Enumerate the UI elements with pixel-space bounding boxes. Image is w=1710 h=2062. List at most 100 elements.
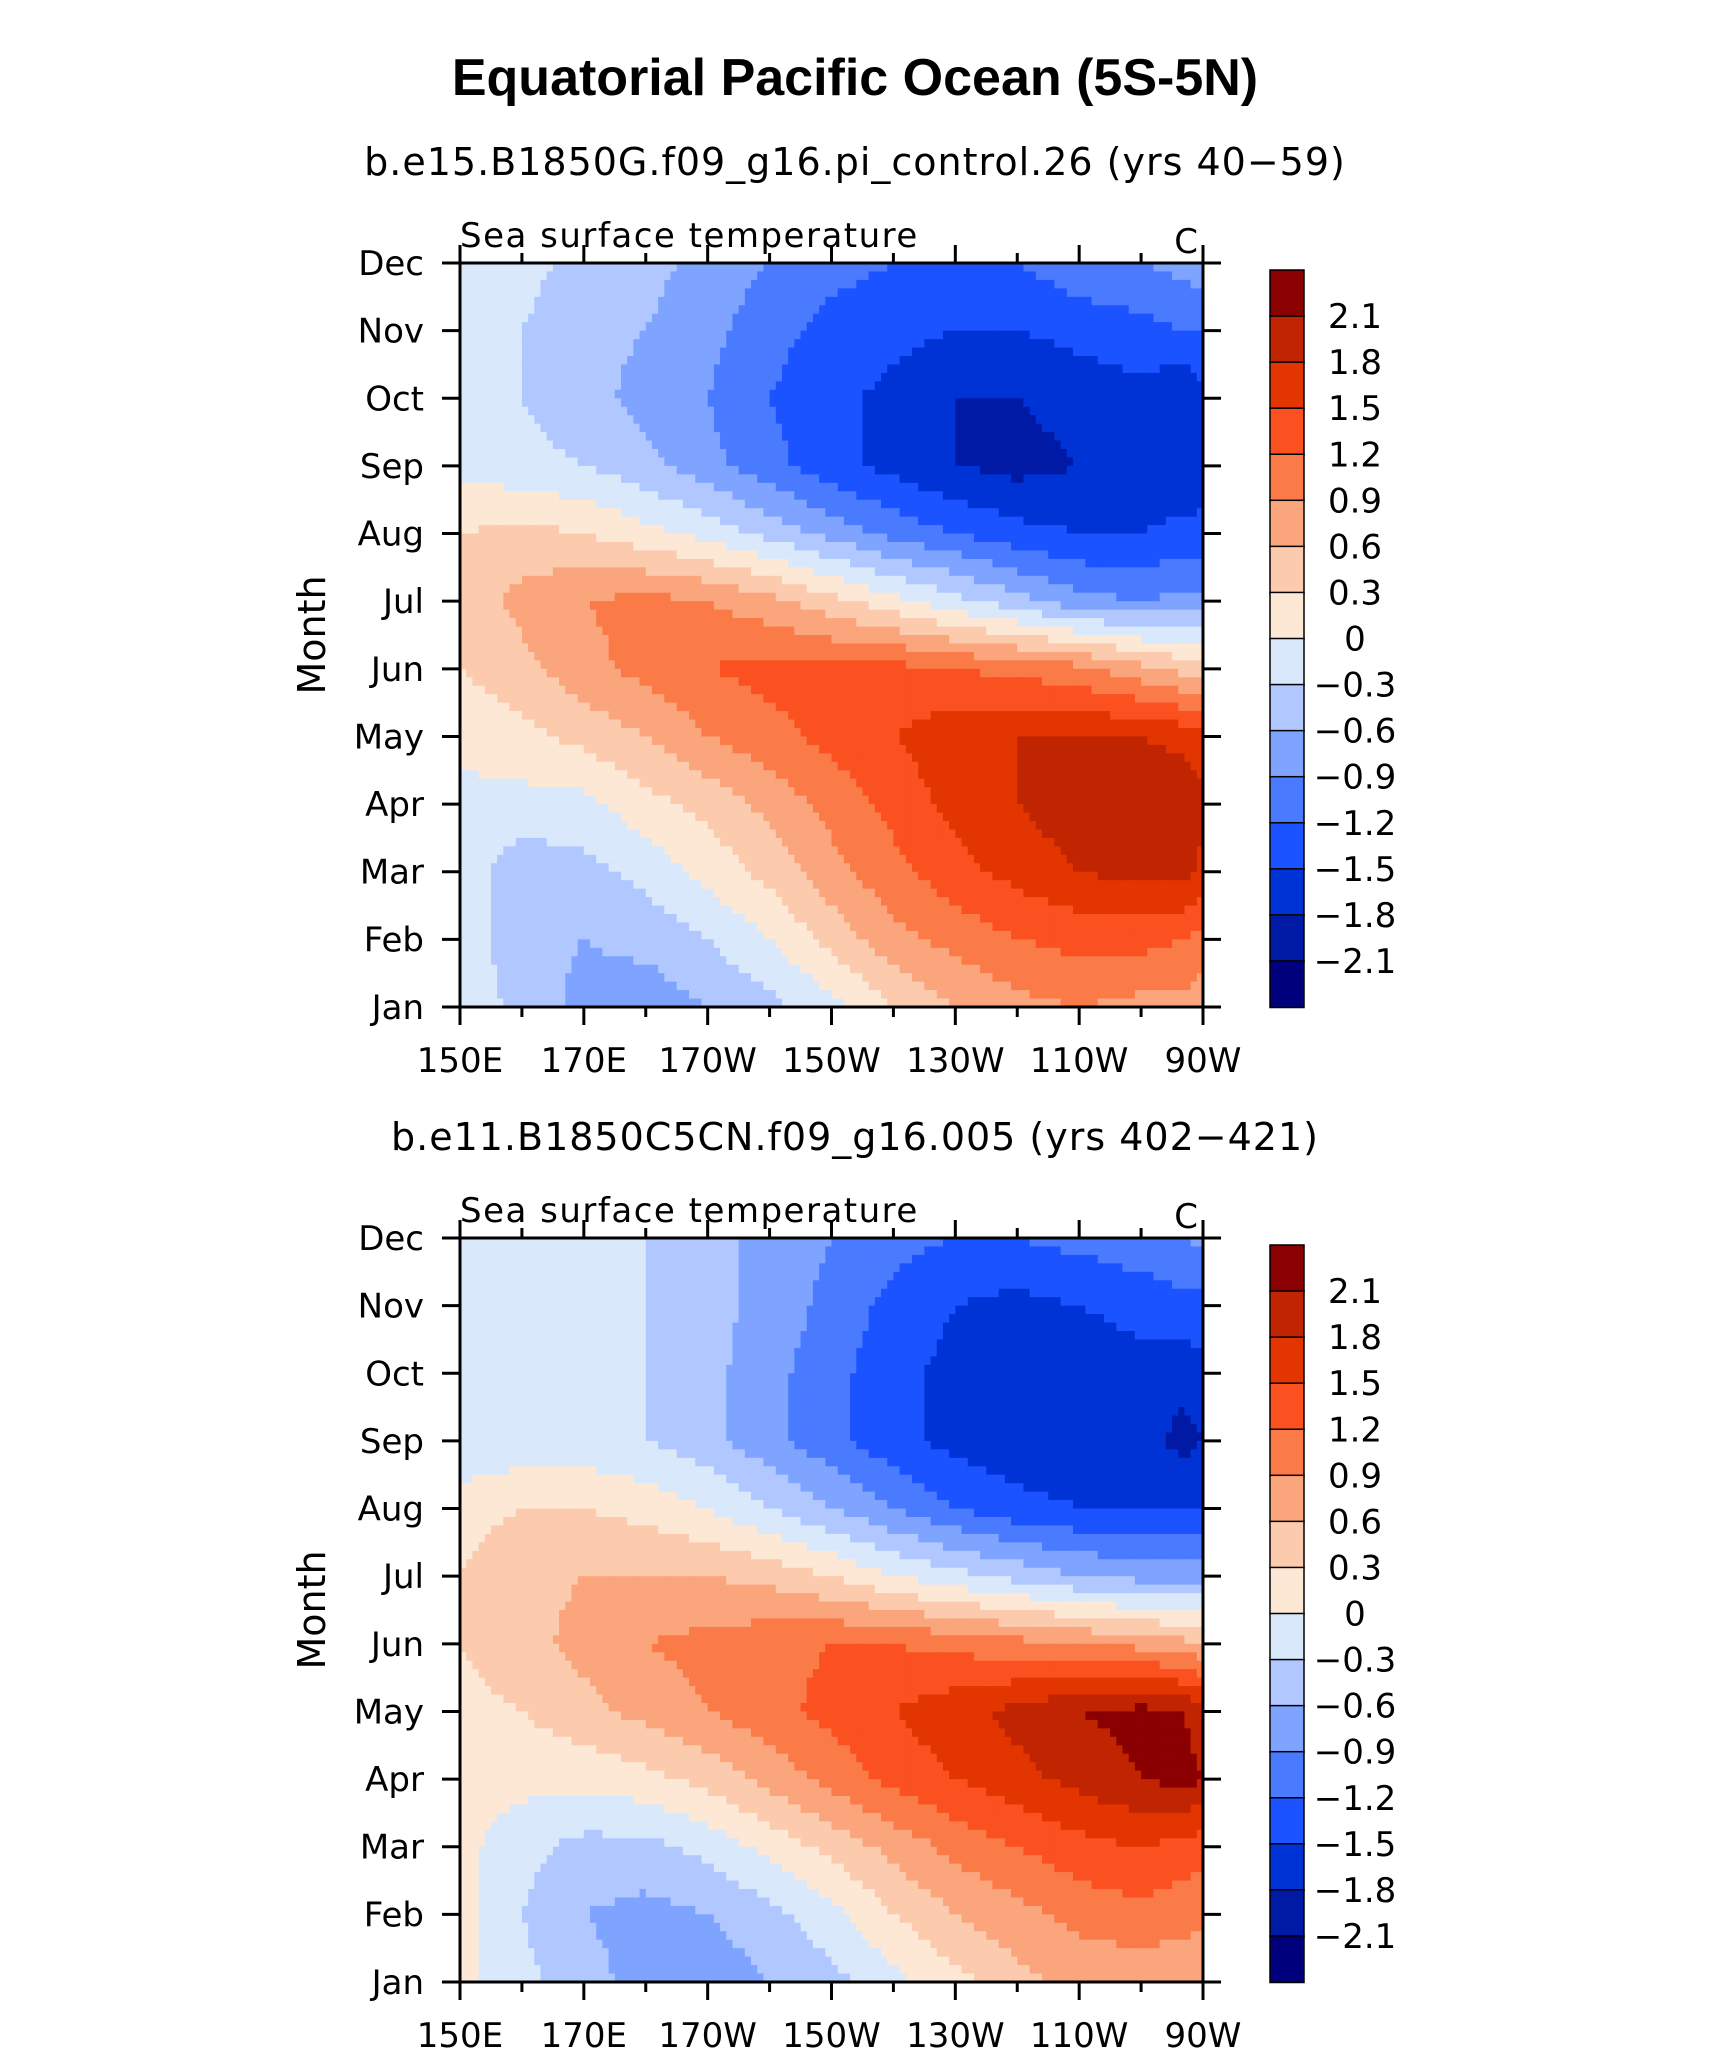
heatmap-cell <box>1122 542 1130 552</box>
heatmap-cell <box>781 432 789 442</box>
heatmap-cell <box>540 516 548 526</box>
heatmap-cell <box>955 491 963 501</box>
heatmap-cell <box>521 423 529 433</box>
heatmap-cell <box>515 322 523 332</box>
heatmap-cell <box>620 330 628 340</box>
heatmap-cell <box>1017 432 1025 442</box>
heatmap-cell <box>528 609 535 619</box>
heatmap-cell <box>850 271 857 281</box>
heatmap-cell <box>1048 263 1055 273</box>
heatmap-cell <box>571 339 579 349</box>
heatmap-cell <box>627 508 634 518</box>
heatmap-cell <box>695 609 703 619</box>
heatmap-cell <box>676 322 684 332</box>
heatmap-cell <box>967 550 975 560</box>
heatmap-cell <box>794 525 802 535</box>
heatmap-cell <box>868 381 876 391</box>
heatmap-cell <box>1184 525 1192 535</box>
heatmap-cell <box>596 609 604 619</box>
heatmap-cell <box>1029 330 1037 340</box>
heatmap-cell <box>658 457 665 467</box>
heatmap-cell <box>788 584 795 594</box>
heatmap-cell <box>1054 296 1062 306</box>
heatmap-cell <box>707 584 715 594</box>
heatmap-cell <box>794 279 802 289</box>
heatmap-cell <box>1165 449 1173 459</box>
heatmap-cell <box>534 491 542 501</box>
heatmap-cell <box>1184 465 1192 475</box>
heatmap-cell <box>540 279 548 289</box>
heatmap-cell <box>905 296 913 306</box>
heatmap-cell <box>899 372 907 382</box>
heatmap-cell <box>1122 263 1130 273</box>
heatmap-cell <box>874 313 882 323</box>
heatmap-cell <box>1134 305 1142 315</box>
heatmap-cell <box>1134 322 1142 332</box>
heatmap-cell <box>1159 288 1167 298</box>
heatmap-cell <box>1122 508 1130 518</box>
heatmap-cell <box>1190 457 1198 467</box>
heatmap-cell <box>757 601 764 611</box>
heatmap-cell <box>788 575 795 585</box>
heatmap-cell <box>1172 263 1179 273</box>
heatmap-cell <box>571 330 579 340</box>
heatmap-cell <box>1023 474 1031 484</box>
heatmap-cell <box>942 482 950 492</box>
heatmap-cell <box>546 389 554 399</box>
heatmap-cell <box>986 474 994 484</box>
heatmap-cell <box>781 558 789 568</box>
heatmap-cell <box>614 279 622 289</box>
heatmap-cell <box>874 474 882 484</box>
heatmap-cell <box>825 533 833 543</box>
heatmap-cell <box>980 398 987 408</box>
heatmap-cell <box>707 491 715 501</box>
heatmap-cell <box>540 525 548 535</box>
heatmap-cell <box>546 415 554 425</box>
heatmap-cell <box>850 457 857 467</box>
heatmap-cell <box>1134 601 1142 611</box>
heatmap-cell <box>881 432 888 442</box>
heatmap-cell <box>949 322 956 332</box>
heatmap-cell <box>862 567 870 577</box>
heatmap-cell <box>515 508 523 518</box>
heatmap-cell <box>515 449 523 459</box>
heatmap-cell <box>559 525 566 535</box>
heatmap-cell <box>924 271 932 281</box>
heatmap-cell <box>936 499 944 509</box>
heatmap-cell <box>509 558 517 568</box>
heatmap-cell <box>1079 558 1086 568</box>
heatmap-cell <box>843 406 851 416</box>
heatmap-cell <box>757 609 764 619</box>
heatmap-cell <box>713 347 721 357</box>
heatmap-cell <box>856 575 864 585</box>
heatmap-cell <box>1054 330 1062 340</box>
heatmap-cell <box>1110 533 1117 543</box>
heatmap-cell <box>986 449 994 459</box>
heatmap-cell <box>955 313 963 323</box>
heatmap-cell <box>837 516 845 526</box>
heatmap-cell <box>726 288 734 298</box>
heatmap-cell <box>658 601 665 611</box>
heatmap-cell <box>775 584 783 594</box>
heatmap-cell <box>497 288 504 298</box>
heatmap-cell <box>1066 423 1074 433</box>
heatmap-cell <box>1165 423 1173 433</box>
heatmap-cell <box>608 381 616 391</box>
heatmap-cell <box>763 415 771 425</box>
heatmap-cell <box>521 584 529 594</box>
heatmap-cell <box>757 525 764 535</box>
heatmap-cell <box>559 339 566 349</box>
heatmap-cell <box>552 356 560 366</box>
heatmap-cell <box>695 288 703 298</box>
heatmap-cell <box>738 313 746 323</box>
heatmap-cell <box>911 592 919 602</box>
heatmap-cell <box>1190 575 1198 585</box>
heatmap-cell <box>1060 567 1068 577</box>
heatmap-cell <box>973 465 981 475</box>
heatmap-cell <box>794 398 802 408</box>
heatmap-cell <box>627 372 634 382</box>
heatmap-cell <box>534 296 542 306</box>
heatmap-cell <box>769 339 777 349</box>
heatmap-cell <box>1116 322 1124 332</box>
heatmap-cell <box>955 465 963 475</box>
